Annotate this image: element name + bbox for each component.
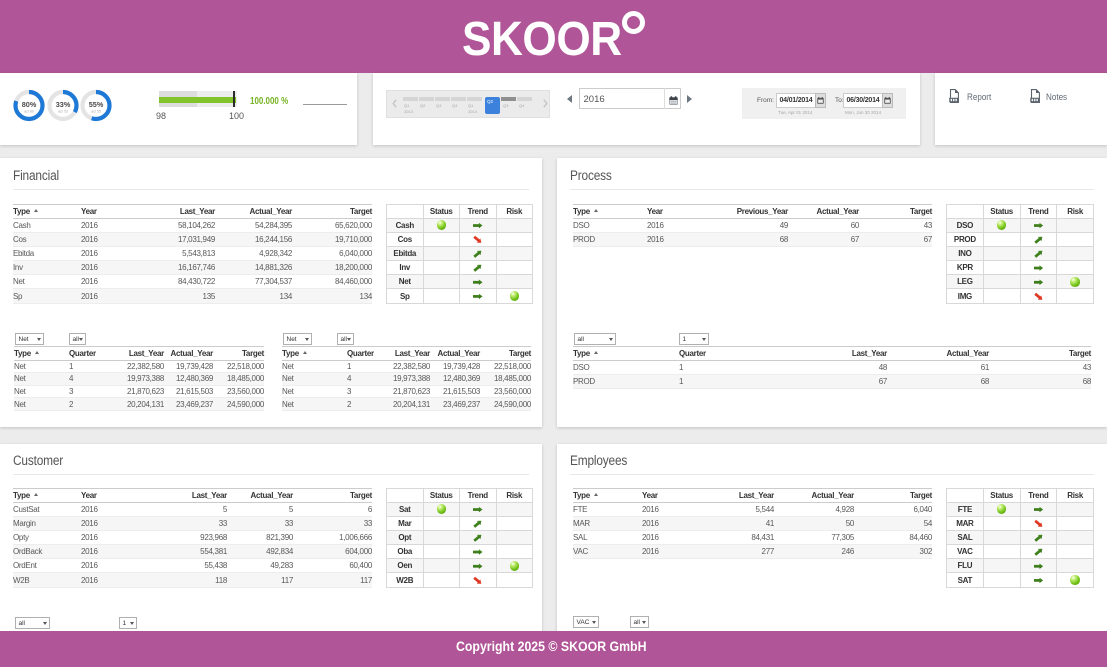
svg-text:act 80: act 80 xyxy=(24,110,34,114)
svg-text:80%: 80% xyxy=(22,100,37,109)
svg-text:act 33: act 33 xyxy=(58,110,68,114)
svg-text:33%: 33% xyxy=(56,100,71,109)
svg-text:act 55: act 55 xyxy=(91,110,101,114)
svg-text:55%: 55% xyxy=(89,100,104,109)
